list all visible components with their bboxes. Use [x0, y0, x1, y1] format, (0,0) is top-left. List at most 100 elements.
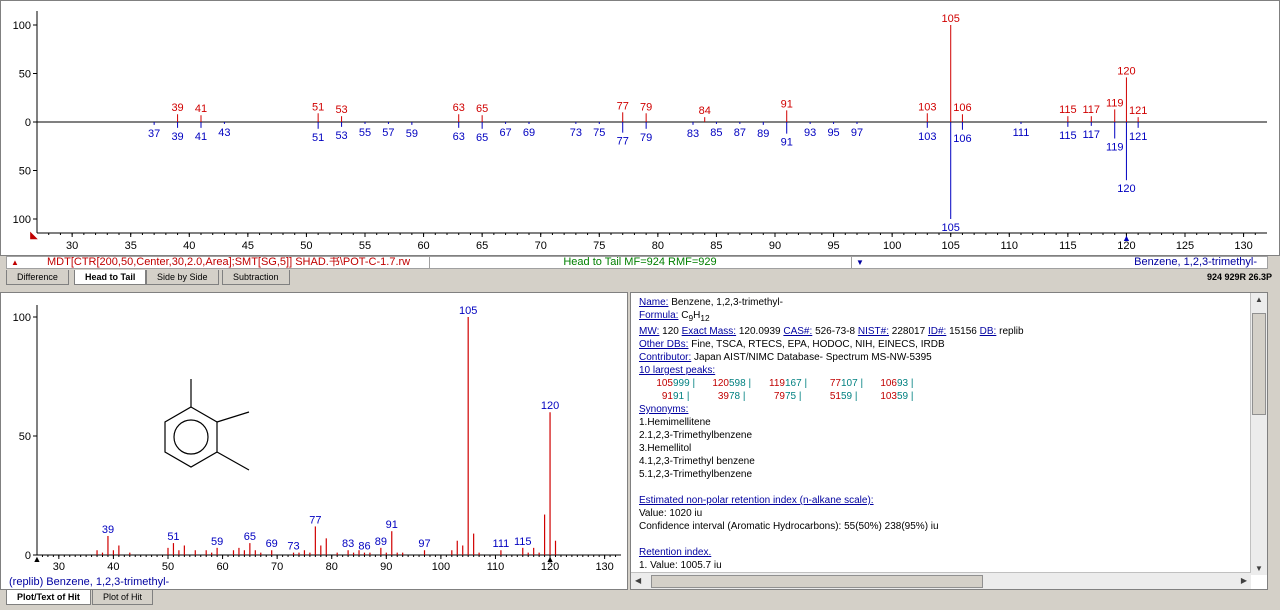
tab-difference[interactable]: Difference — [6, 270, 69, 285]
upper-peak-label: 53 — [335, 104, 347, 116]
lower-peak-label: 111 — [1013, 127, 1030, 139]
lower-peak-label: 115 — [1059, 130, 1077, 142]
scroll-down-icon[interactable]: ▼ — [1255, 564, 1263, 573]
peak-intensity: 107 | — [841, 378, 864, 389]
tab-subtraction[interactable]: Subtraction — [222, 270, 290, 285]
hit-caption: (replib) Benzene, 1,2,3-trimethyl- — [9, 576, 170, 588]
name-label[interactable]: Name: — [639, 297, 669, 308]
lower-peak-label: 41 — [195, 131, 207, 143]
lower-peak-label: 39 — [171, 131, 183, 143]
scrollbar-thumb[interactable] — [651, 575, 983, 588]
db-label[interactable]: DB: — [979, 326, 997, 337]
x-tick-label: 110 — [1001, 240, 1019, 252]
synonyms-label[interactable]: Synonyms: — [639, 404, 689, 415]
hit-spectrum-plot[interactable]: 100 50 0 30 40 50 60 70 80 90 100 110 120 130 39 51 59 65… — [0, 292, 628, 590]
x-tick-label: 45 — [242, 240, 254, 252]
formula-label[interactable]: Formula: — [639, 310, 679, 321]
plot-tabs: Difference Head to Tail Side by Side Sub… — [0, 270, 1280, 286]
contributor-label[interactable]: Contributor: — [639, 352, 692, 363]
x-tick-label: 70 — [535, 240, 547, 252]
scrollbar-thumb[interactable] — [1252, 313, 1266, 415]
scroll-right-icon[interactable]: ▶ — [1240, 576, 1247, 585]
peak-label: 111 — [493, 538, 510, 550]
peak-label: 39 — [102, 524, 114, 536]
peak-entry: 77 107 | — [817, 377, 873, 390]
axis-marker-icon: ◣ — [30, 230, 38, 241]
mw-label[interactable]: MW: — [639, 326, 660, 337]
largest-peaks-row: 91 91 | 39 78 | 79 75 | 51 59 | 103 59 | — [639, 390, 1239, 403]
lower-peak-label: 91 — [781, 137, 793, 149]
tab-side-by-side[interactable]: Side by Side — [146, 270, 219, 285]
lower-peak-label: 53 — [335, 130, 347, 142]
x-tick-label: 70 — [271, 561, 283, 573]
lower-peak-label: 59 — [406, 128, 418, 140]
nist-label[interactable]: NIST#: — [857, 326, 889, 337]
chevron-down-icon[interactable]: ▼ — [851, 257, 870, 268]
tab-plot-of-hit[interactable]: Plot of Hit — [92, 590, 154, 605]
lower-peak-label: 87 — [734, 127, 746, 139]
scroll-left-icon[interactable]: ▲ — [11, 258, 19, 267]
vertical-scrollbar[interactable]: ▲ ▼ — [1250, 293, 1267, 575]
lower-peak-label: 97 — [851, 127, 863, 139]
upper-peak-label: 105 — [942, 13, 960, 25]
x-tick-label: 85 — [710, 240, 722, 252]
lower-peak-label: 37 — [148, 128, 160, 140]
scroll-left-icon[interactable]: ◀ — [635, 576, 642, 585]
lower-peak-label: 55 — [359, 127, 371, 139]
hit-tabs: Plot/Text of Hit Plot of Hit — [0, 590, 1280, 606]
x-tick-label: 80 — [652, 240, 664, 252]
id-label[interactable]: ID#: — [927, 326, 947, 337]
compound-info-panel[interactable]: Name: Benzene, 1,2,3-trimethyl- Formula:… — [630, 292, 1268, 590]
peak-label: 59 — [211, 536, 223, 548]
peak-mz: 119 — [769, 378, 785, 389]
lower-peak-label: 83 — [687, 128, 699, 140]
tab-head-to-tail[interactable]: Head to Tail — [74, 270, 147, 285]
lower-peak-label: 65 — [476, 132, 488, 144]
lower-peak-label: 89 — [757, 128, 769, 140]
compound-name: Benzene, 1,2,3-trimethyl- — [671, 297, 783, 308]
peak-label: 86 — [358, 541, 370, 553]
y-tick-label: 50 — [19, 69, 31, 81]
exact-mass-label[interactable]: Exact Mass: — [681, 326, 737, 337]
upper-peak-label: 65 — [476, 103, 488, 115]
upper-peak-label: 115 — [1059, 104, 1077, 116]
other-dbs-label[interactable]: Other DBs: — [639, 339, 689, 350]
scroll-up-icon[interactable]: ▲ — [1255, 295, 1263, 304]
synonym-item: 2.1,2,3-Trimethylbenzene — [639, 430, 753, 441]
tab-plot-text-of-hit[interactable]: Plot/Text of Hit — [6, 590, 91, 605]
retention-index-value: 1. Value: 1005.7 iu — [639, 560, 722, 571]
peak-mz: 51 — [829, 391, 841, 402]
upper-peak-label: 120 — [1117, 65, 1135, 77]
cursor-marker-icon: ▲ — [546, 554, 555, 564]
retention-index-label[interactable]: Retention index. — [639, 547, 712, 558]
lower-peak-label: 93 — [804, 127, 816, 139]
lower-peak-label: 105 — [942, 222, 960, 234]
peak-mz: 105 — [656, 378, 673, 389]
lower-peak-label: 85 — [710, 127, 722, 139]
x-tick-label: 100 — [883, 240, 901, 252]
ri-estimate-label[interactable]: Estimated non-polar retention index (n-a… — [639, 495, 874, 506]
x-tick-label: 75 — [593, 240, 605, 252]
y-tick-label: 50 — [19, 166, 31, 178]
peak-label: 89 — [375, 536, 387, 548]
lower-peak-label: 73 — [570, 127, 582, 139]
x-tick-label: 95 — [827, 240, 839, 252]
ri-confidence-interval: Confidence interval (Aromatic Hydrocarbo… — [639, 521, 939, 532]
upper-peak-label: 117 — [1083, 104, 1101, 116]
head-to-tail-plot[interactable]: 100 50 0 50 100 30 35 40 45 50 55 60 65 70 75 80 85 90 95 1… — [0, 0, 1280, 256]
peak-entry: 120 598 | — [705, 377, 761, 390]
largest-peaks-label[interactable]: 10 largest peaks: — [639, 365, 716, 376]
horizontal-scrollbar[interactable]: ◀ ▶ — [631, 572, 1251, 589]
peak-label: 77 — [309, 514, 321, 526]
x-tick-label: 130 — [595, 561, 613, 573]
x-tick-label: 110 — [487, 561, 505, 573]
x-tick-label: 100 — [432, 561, 450, 573]
y-tick-label: 100 — [13, 214, 31, 226]
upper-peak-label: 51 — [312, 101, 324, 113]
x-tick-label: 120 — [541, 561, 559, 573]
lower-peak-label: 75 — [593, 127, 605, 139]
mw-value: 120 — [662, 326, 679, 337]
cas-label[interactable]: CAS#: — [783, 326, 813, 337]
synonym-item: 5.1,2,3-Trimethylbenzene — [639, 469, 753, 480]
peak-mz: 103 — [880, 391, 897, 402]
